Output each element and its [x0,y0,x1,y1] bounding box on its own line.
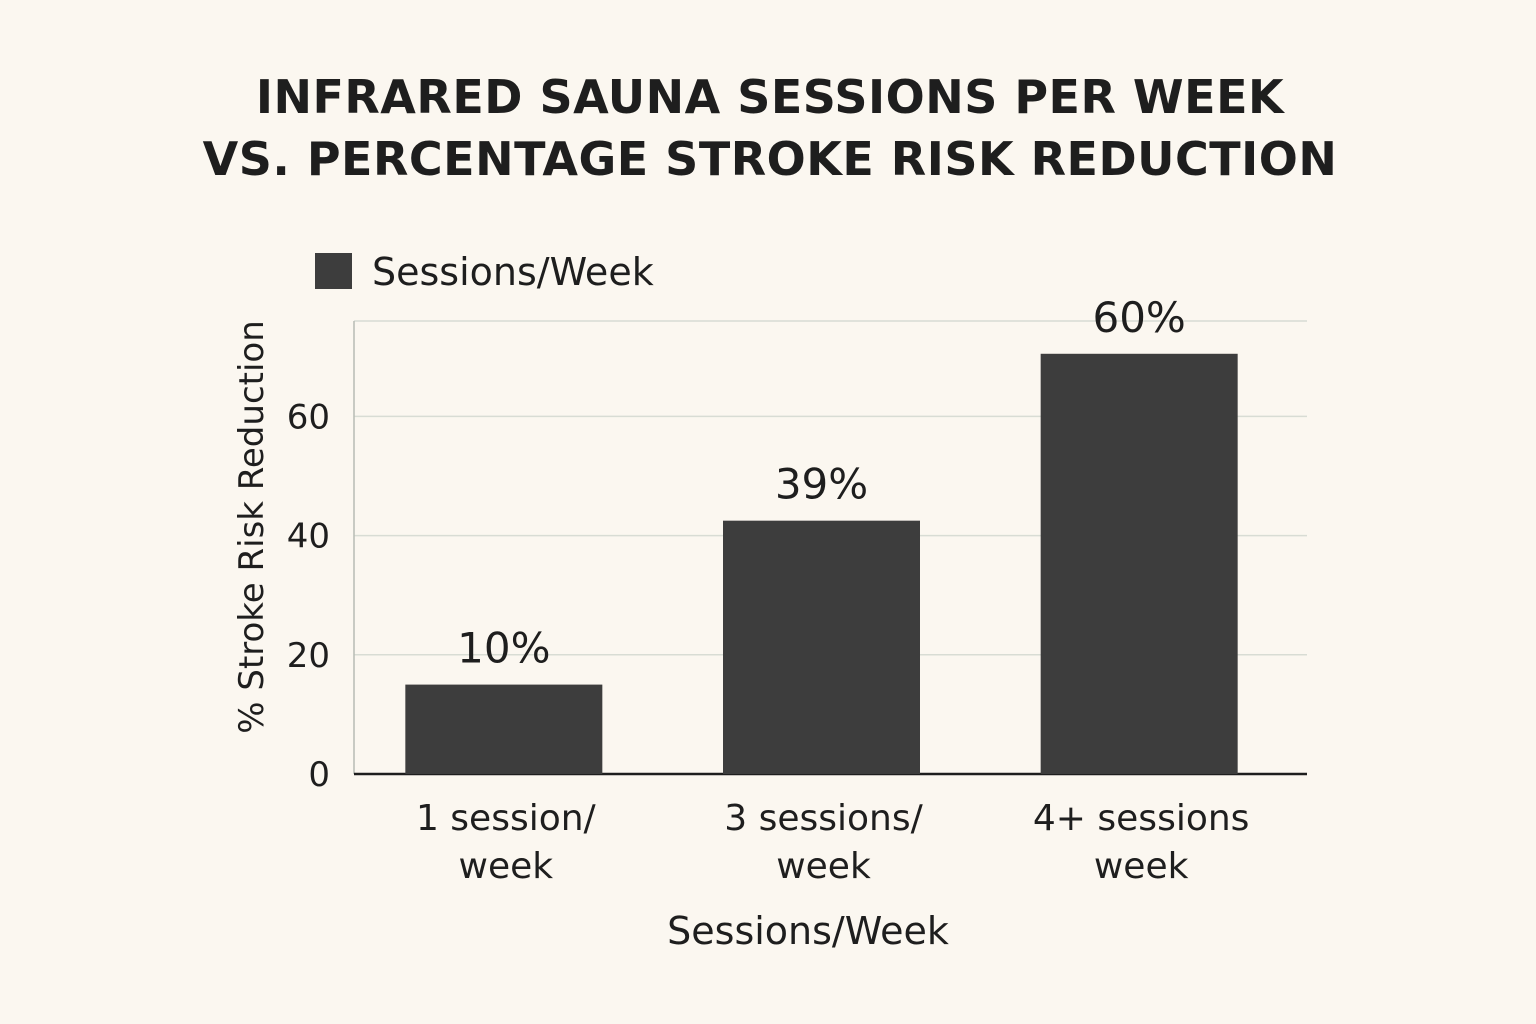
chart-title-line-1: INFRARED SAUNA SESSIONS PER WEEK [255,70,1285,124]
data-label: 39% [775,460,868,509]
x-tick-label: 1 session/ [416,798,597,839]
x-tick-label: week [776,846,871,887]
x-axis-label: Sessions/Week [667,909,949,953]
bar [723,520,920,774]
x-tick-label: 3 sessions/ [724,798,923,839]
data-label: 10% [457,624,550,673]
bar [1040,353,1238,774]
legend-label: Sessions/Week [372,250,654,294]
x-tick-label: week [1094,846,1189,887]
y-tick-label: 40 [287,517,330,557]
chart-title: INFRARED SAUNA SESSIONS PER WEEK VS. PER… [0,66,1536,190]
legend-swatch [315,253,352,289]
y-tick-label: 0 [308,755,330,795]
y-axis-label: % Stroke Risk Reduction [232,320,272,734]
data-label: 60% [1092,293,1185,342]
y-tick-label: 60 [287,397,330,437]
bar [405,684,603,774]
x-tick-label: 4+ sessions [1033,798,1250,839]
chart-title-line-2: VS. PERCENTAGE STROKE RISK REDUCTION [202,132,1338,186]
y-tick-label: 20 [287,636,330,676]
x-tick-label: week [459,846,554,887]
